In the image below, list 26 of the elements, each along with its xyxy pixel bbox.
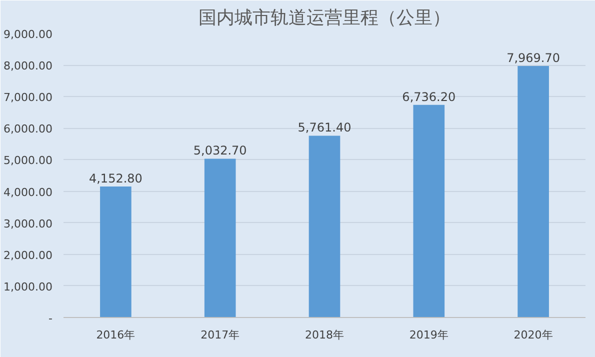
data-label: 5,761.40 bbox=[298, 120, 352, 135]
y-tick-label: 7,000.00 bbox=[4, 91, 52, 104]
y-tick-label: 3,000.00 bbox=[4, 217, 52, 230]
x-tick-label: 2019年 bbox=[409, 328, 448, 342]
data-label: 7,969.70 bbox=[506, 51, 560, 66]
bar bbox=[518, 66, 549, 318]
bar bbox=[100, 186, 132, 318]
data-label: 6,736.20 bbox=[402, 90, 456, 104]
y-tick-label: 4,000.00 bbox=[4, 186, 52, 199]
data-label: 5,032.70 bbox=[193, 144, 247, 158]
x-tick-label: 2017年 bbox=[200, 328, 240, 342]
data-label: 4,152.80 bbox=[88, 171, 142, 186]
chart-title: 国内城市轨道运营里程（公里） bbox=[198, 8, 450, 28]
y-tick-label: - bbox=[48, 312, 53, 325]
x-tick-label: 2016年 bbox=[96, 328, 136, 342]
x-tick-label: 2020年 bbox=[514, 328, 553, 342]
y-tick-label: 6,000.00 bbox=[4, 122, 52, 136]
bar bbox=[308, 136, 340, 318]
y-tick-label: 8,000.00 bbox=[4, 60, 52, 73]
bar bbox=[413, 104, 445, 318]
bar bbox=[204, 158, 236, 318]
y-tick-label: 5,000.00 bbox=[4, 154, 52, 168]
y-tick-label: 9,000.00 bbox=[4, 28, 52, 41]
y-tick-label: 1,000.00 bbox=[4, 280, 52, 294]
y-tick-label: 2,000.00 bbox=[4, 248, 52, 262]
x-tick-label: 2018年 bbox=[305, 328, 344, 342]
